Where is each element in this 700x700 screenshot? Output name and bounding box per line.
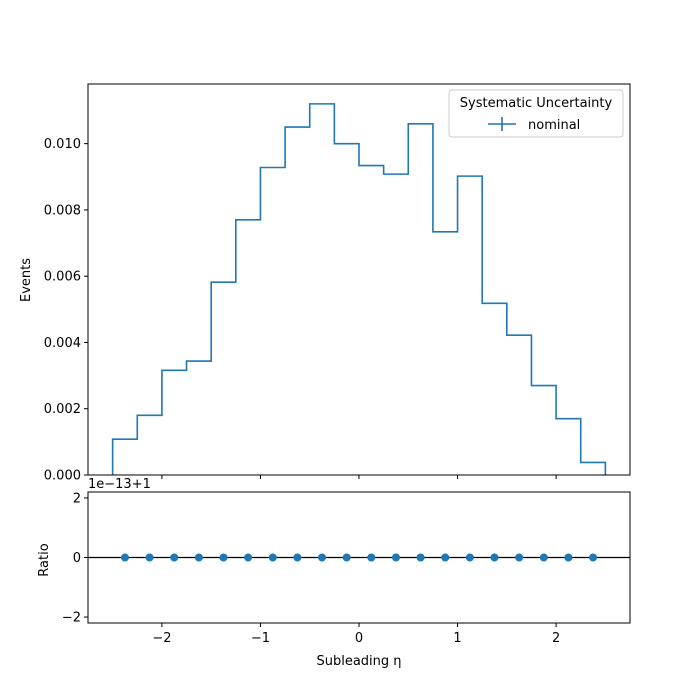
ratio-xtick-label: 1 [453,631,461,646]
ratio-point [367,553,376,562]
ratio-point [589,553,598,562]
ratio-point [145,553,154,562]
top-ytick-label: 0.000 [44,469,81,484]
ratio-ytick-label: 2 [73,491,81,506]
ratio-point [293,553,302,562]
ratio-point [318,553,327,562]
top-ylabel: Events [19,258,34,302]
ratio-point [515,553,524,562]
ratio-ytick-label: −2 [62,611,81,626]
ratio-point [342,553,351,562]
ratio-offset-text: 1e−13+1 [88,477,151,492]
legend: Systematic Uncertainty nominal [448,89,624,138]
ratio-xtick-label: 0 [355,631,363,646]
top-ytick-label: 0.004 [44,336,81,351]
ratio-point [170,553,179,562]
ratio-point [490,553,499,562]
top-ytick-label: 0.010 [44,137,81,152]
ratio-point [465,553,474,562]
ratio-panel-ticks: −2 0 2 −2 −1 0 1 2 [62,491,560,646]
top-ytick-label: 0.002 [44,402,81,417]
ratio-point [441,553,450,562]
ratio-point [194,553,203,562]
ratio-point [120,553,129,562]
ratio-point [416,553,425,562]
ratio-points [120,553,598,562]
ratio-point [244,553,253,562]
ratio-panel: −2 0 2 −2 −1 0 1 2 1e−13+1 Ratio Subleading η [37,477,631,669]
legend-title: Systematic Uncertainty [460,96,613,111]
ratio-point [219,553,228,562]
top-panel-frame [87,83,631,476]
ratio-xlabel: Subleading η [316,654,401,669]
ratio-ylabel: Ratio [37,543,52,576]
ratio-ytick-label: 0 [73,551,81,566]
ratio-xtick-label: −1 [251,631,270,646]
ratio-point [268,553,277,562]
main-histogram-panel: 0.000 0.002 0.004 0.006 0.008 0.010 Events Sy… [19,83,631,484]
legend-box [448,89,624,138]
ratio-xtick-label: −2 [152,631,171,646]
top-panel-ticks: 0.000 0.002 0.004 0.006 0.008 0.010 [44,137,557,484]
top-ytick-label: 0.006 [44,270,81,285]
ratio-point [539,553,548,562]
top-ytick-label: 0.008 [44,203,81,218]
ratio-panel-frame [87,491,631,624]
ratio-point [564,553,573,562]
ratio-point [391,553,400,562]
nominal-step-line [111,103,607,475]
legend-entry-nominal: nominal [528,118,580,133]
ratio-xtick-label: 2 [552,631,560,646]
